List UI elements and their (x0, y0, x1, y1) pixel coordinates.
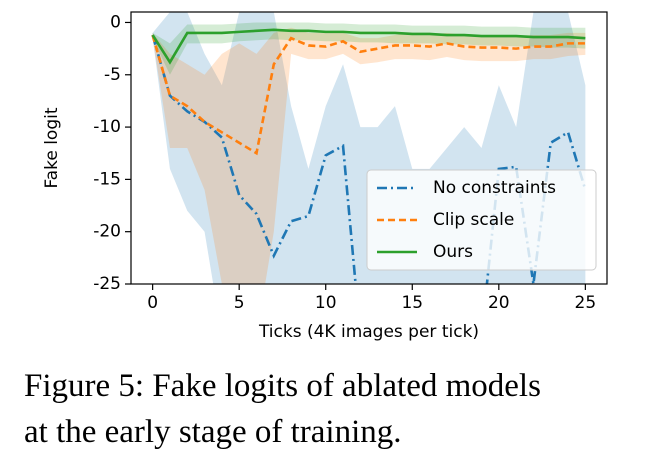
x-tick-label: 0 (147, 293, 158, 313)
caption-line: at the early stage of training. (24, 414, 402, 450)
axes-frame (130, 11, 608, 285)
y-tick-label: -25 (93, 274, 121, 294)
line (151, 34, 587, 284)
legend-label: Clip scale (433, 210, 514, 230)
legend-box (366, 169, 597, 271)
y-tick-label: 0 (110, 12, 121, 32)
caption-line: Figure 5: Fake logits of ablated models (24, 368, 541, 404)
y-tick-label: -20 (93, 222, 121, 242)
y-tick-label: -15 (93, 169, 121, 189)
line (151, 34, 586, 156)
y-tick-label: -5 (104, 65, 121, 85)
x-tick-label: 25 (575, 293, 597, 313)
x-tick-label: 15 (401, 293, 423, 313)
legend-label: Ours (433, 242, 473, 262)
line (151, 28, 586, 65)
legend-label: No constraints (433, 178, 556, 198)
y-tick-label: -10 (93, 117, 121, 137)
x-tick-label: 5 (234, 293, 245, 313)
x-tick-label: 20 (488, 293, 510, 313)
x-axis-label: Ticks (4K images per tick) (258, 322, 479, 342)
x-tick-label: 10 (315, 293, 337, 313)
band (152, 27, 586, 284)
y-axis-label: Fake logit (42, 107, 62, 188)
